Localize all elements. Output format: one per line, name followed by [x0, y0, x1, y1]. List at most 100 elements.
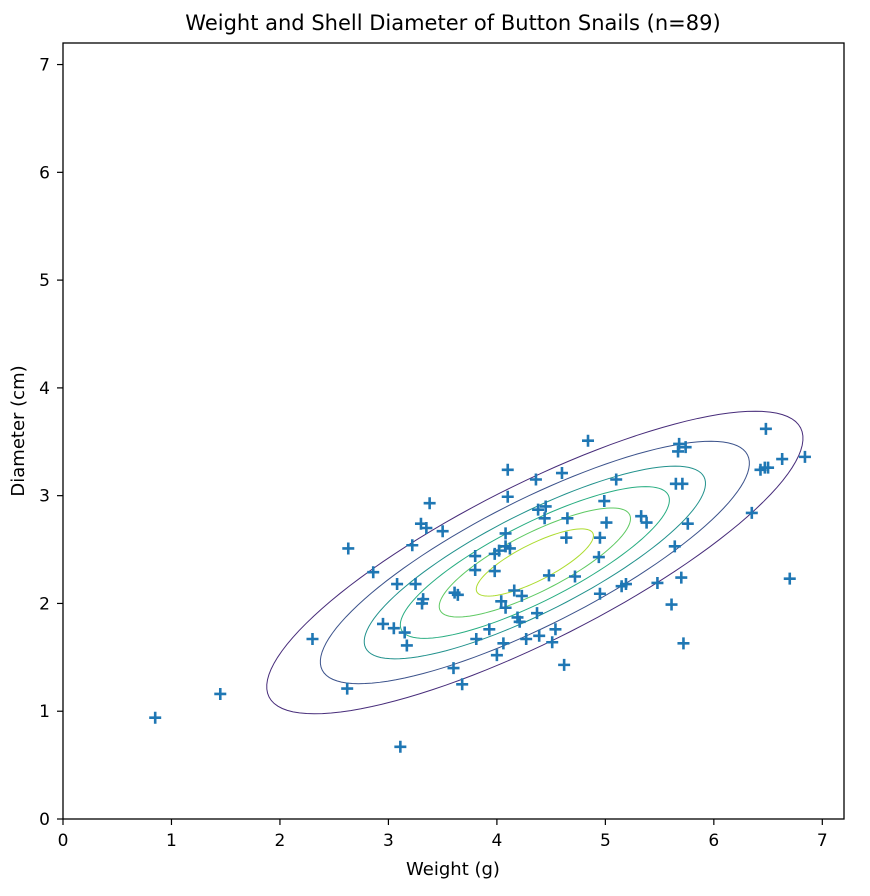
data-point-41	[508, 584, 521, 597]
y-tick-label: 4	[39, 379, 50, 399]
x-tick-label: 0	[58, 831, 69, 851]
data-point-55	[555, 467, 568, 480]
data-point-48	[532, 503, 545, 516]
x-tick-label: 4	[491, 831, 502, 851]
x-tick-label: 7	[817, 831, 828, 851]
data-point-59	[568, 570, 581, 583]
data-point-29	[488, 565, 501, 578]
x-tick-label: 5	[600, 831, 611, 851]
y-tick-label: 7	[39, 56, 50, 76]
data-point-35	[499, 601, 512, 614]
y-axis: 0 1 2 3 4 5 6 7	[39, 56, 63, 830]
data-point-61	[592, 551, 605, 564]
data-point-44	[515, 589, 528, 602]
y-tick-label: 3	[39, 487, 50, 507]
data-point-37	[499, 527, 512, 540]
data-point-47	[531, 607, 544, 620]
data-point-57	[560, 531, 573, 544]
y-tick-label: 5	[39, 271, 50, 291]
data-point-89	[798, 450, 811, 463]
x-axis: 0 1 2 3 4 5 6 7	[58, 819, 828, 851]
data-point-8	[387, 622, 400, 635]
y-tick-label: 6	[39, 163, 50, 183]
data-point-66	[610, 473, 623, 486]
contour-level-5	[438, 507, 631, 618]
data-point-7	[376, 617, 389, 630]
y-tick-label: 1	[39, 702, 50, 722]
x-axis-title: Weight (g)	[406, 859, 500, 880]
data-point-85	[759, 422, 772, 435]
data-point-68	[619, 578, 632, 591]
data-point-25	[469, 564, 482, 577]
plot-frame	[62, 42, 845, 820]
data-point-3	[306, 633, 319, 646]
data-point-27	[470, 633, 483, 646]
data-point-39	[501, 490, 514, 503]
x-tick-label: 6	[708, 831, 719, 851]
data-point-1	[149, 711, 162, 724]
data-point-65	[600, 516, 613, 529]
data-point-56	[558, 658, 571, 671]
data-point-81	[681, 517, 694, 530]
data-point-4	[341, 682, 354, 695]
y-axis-title: Diameter (cm)	[8, 365, 29, 496]
x-tick-label: 3	[383, 831, 394, 851]
data-point-38	[501, 463, 514, 476]
contour-level-6	[475, 528, 594, 597]
x-tick-label: 2	[275, 831, 286, 851]
data-point-76	[673, 437, 686, 450]
contour-level-2	[319, 440, 750, 685]
data-point-31	[490, 649, 503, 662]
data-point-51	[539, 500, 552, 513]
data-point-82	[745, 506, 758, 519]
data-point-21	[447, 662, 460, 675]
data-point-70	[640, 516, 653, 529]
data-point-5	[342, 542, 355, 555]
contour-level-3	[363, 465, 706, 660]
y-tick-label: 2	[39, 594, 50, 614]
data-point-53	[546, 636, 559, 649]
data-point-14	[409, 578, 422, 591]
data-point-33	[495, 595, 508, 608]
chart-title: Weight and Shell Diameter of Button Snai…	[185, 11, 720, 35]
data-point-79	[677, 637, 690, 650]
data-point-72	[665, 598, 678, 611]
data-point-2	[214, 687, 227, 700]
data-point-13	[406, 539, 419, 552]
data-point-60	[582, 434, 595, 447]
data-point-17	[417, 593, 430, 606]
data-point-26	[469, 550, 482, 563]
data-point-62	[593, 531, 606, 544]
y-tick-label: 0	[39, 810, 50, 830]
data-point-71	[651, 576, 664, 589]
data-point-77	[675, 571, 688, 584]
data-point-45	[520, 633, 533, 646]
data-point-49	[533, 629, 546, 642]
data-point-73	[668, 540, 681, 553]
data-point-43	[513, 615, 526, 628]
data-point-46	[529, 473, 542, 486]
data-point-54	[549, 623, 562, 636]
data-points	[149, 422, 811, 753]
data-point-80	[679, 441, 692, 454]
data-point-64	[598, 495, 611, 508]
data-point-24	[456, 678, 469, 691]
data-point-11	[398, 626, 411, 639]
data-point-78	[676, 477, 689, 490]
data-point-28	[483, 623, 496, 636]
data-point-69	[635, 510, 648, 523]
x-tick-label: 1	[166, 831, 177, 851]
data-point-63	[593, 587, 606, 600]
density-contours	[266, 410, 804, 715]
data-point-87	[776, 453, 789, 466]
data-point-40	[503, 542, 516, 555]
contour-level-1	[266, 410, 804, 715]
data-point-20	[436, 525, 449, 538]
data-point-19	[423, 497, 436, 510]
data-point-6	[367, 566, 380, 579]
data-point-32	[493, 544, 506, 557]
contour-level-4	[399, 486, 670, 639]
data-point-88	[783, 572, 796, 585]
data-point-50	[538, 512, 551, 525]
